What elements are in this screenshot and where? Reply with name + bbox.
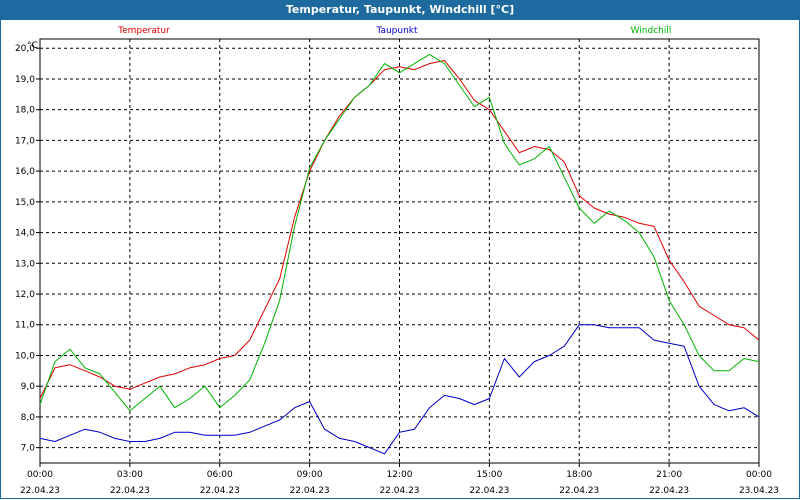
x-tick-time: 03:00 (117, 470, 143, 480)
x-tick-time: 12:00 (387, 470, 413, 480)
x-tick-date: 22.04.23 (469, 486, 509, 496)
x-tick-date: 22.04.23 (649, 486, 689, 496)
x-tick-date: 22.04.23 (110, 486, 150, 496)
x-tick-time: 00:00 (746, 470, 772, 480)
x-tick-date: 22.04.23 (20, 486, 60, 496)
y-tick-label: 18,0 (15, 106, 35, 116)
y-tick-label: 12,0 (15, 290, 35, 300)
x-tick-date: 22.04.23 (200, 486, 240, 496)
y-tick-label: 17,0 (15, 136, 35, 146)
legend-entry-temperatur: Temperatur (117, 26, 170, 36)
x-tick-date: 22.04.23 (290, 486, 330, 496)
x-tick-time: 15:00 (476, 470, 502, 480)
series (39, 53, 760, 455)
legend: Temperatur Taupunkt Windchill (117, 26, 671, 36)
series-line-windchill (39, 53, 760, 412)
series-line-temperatur (39, 60, 760, 399)
y-tick-label: 9,0 (21, 382, 36, 392)
x-tick-date: 22.04.23 (379, 486, 419, 496)
x-tick-date: 22.04.23 (559, 486, 599, 496)
x-tick-date: 23.04.23 (739, 486, 779, 496)
legend-entry-taupunkt: Taupunkt (375, 26, 418, 36)
grid (40, 39, 759, 463)
y-axis-unit: °C (27, 41, 38, 51)
x-tick-time: 06:00 (207, 470, 233, 480)
y-tick-label: 13,0 (15, 259, 35, 269)
y-tick-label: 7,0 (21, 444, 36, 454)
y-tick-label: 15,0 (15, 198, 35, 208)
x-tick-time: 00:00 (27, 470, 53, 480)
y-tick-label: 20,0 (15, 44, 35, 54)
y-tick-label: 11,0 (15, 321, 35, 331)
y-tick-label: 8,0 (21, 413, 36, 423)
x-tick-time: 09:00 (297, 470, 323, 480)
y-tick-label: 14,0 (15, 229, 35, 239)
x-tick-time: 18:00 (566, 470, 592, 480)
y-axis-ticks: 7,0 8,0 9,0 10,0 11,0 12,0 13,0 14,0 15,0 16,0 17,… (15, 44, 40, 454)
series-line-taupunkt (39, 324, 760, 455)
y-tick-label: 19,0 (15, 75, 35, 85)
x-axis-ticks: 00:00 22.04.23 03:00 22.04.23 06:00 22.04.23 0… (20, 463, 779, 496)
y-tick-label: 10,0 (15, 351, 35, 361)
y-tick-label: 16,0 (15, 167, 35, 177)
chart-title: Temperatur, Taupunkt, Windchill [°C] (0, 0, 800, 20)
x-tick-time: 21:00 (656, 470, 682, 480)
legend-entry-windchill: Windchill (631, 26, 672, 36)
